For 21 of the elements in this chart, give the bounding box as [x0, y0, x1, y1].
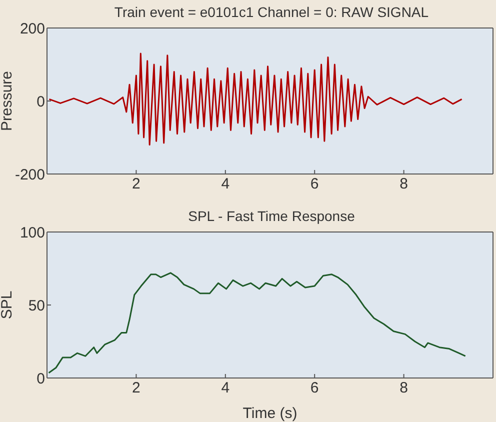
line-series	[48, 272, 466, 374]
x-tick-label: 6	[310, 176, 319, 193]
y-tick-label: 100	[20, 224, 45, 242]
y-axis-title: Pressure	[0, 70, 16, 132]
chart-title: Train event = e0101c1 Channel = 0: RAW SIGNAL	[113, 4, 430, 20]
x-tick-label: 2	[132, 176, 140, 193]
y-tick-label: 0	[36, 370, 45, 388]
chart-title: SPL - Fast Time Response	[187, 208, 356, 224]
x-tick-label: 6	[310, 380, 319, 397]
x-tick-label: 4	[221, 380, 230, 397]
x-tick-label: 8	[400, 176, 408, 193]
x-tick-label: 4	[221, 176, 230, 193]
x-tick-label: 2	[132, 380, 140, 397]
x-axis-title: Time (s)	[242, 405, 298, 422]
y-axis-title: SPL	[0, 290, 16, 320]
y-tick-label: 200	[20, 20, 45, 38]
y-tick-label: -200	[14, 166, 45, 184]
y-tick-label: 50	[28, 297, 45, 314]
y-tick-label: 0	[36, 93, 45, 110]
line-series	[48, 52, 463, 146]
x-tick-label: 8	[400, 380, 408, 397]
